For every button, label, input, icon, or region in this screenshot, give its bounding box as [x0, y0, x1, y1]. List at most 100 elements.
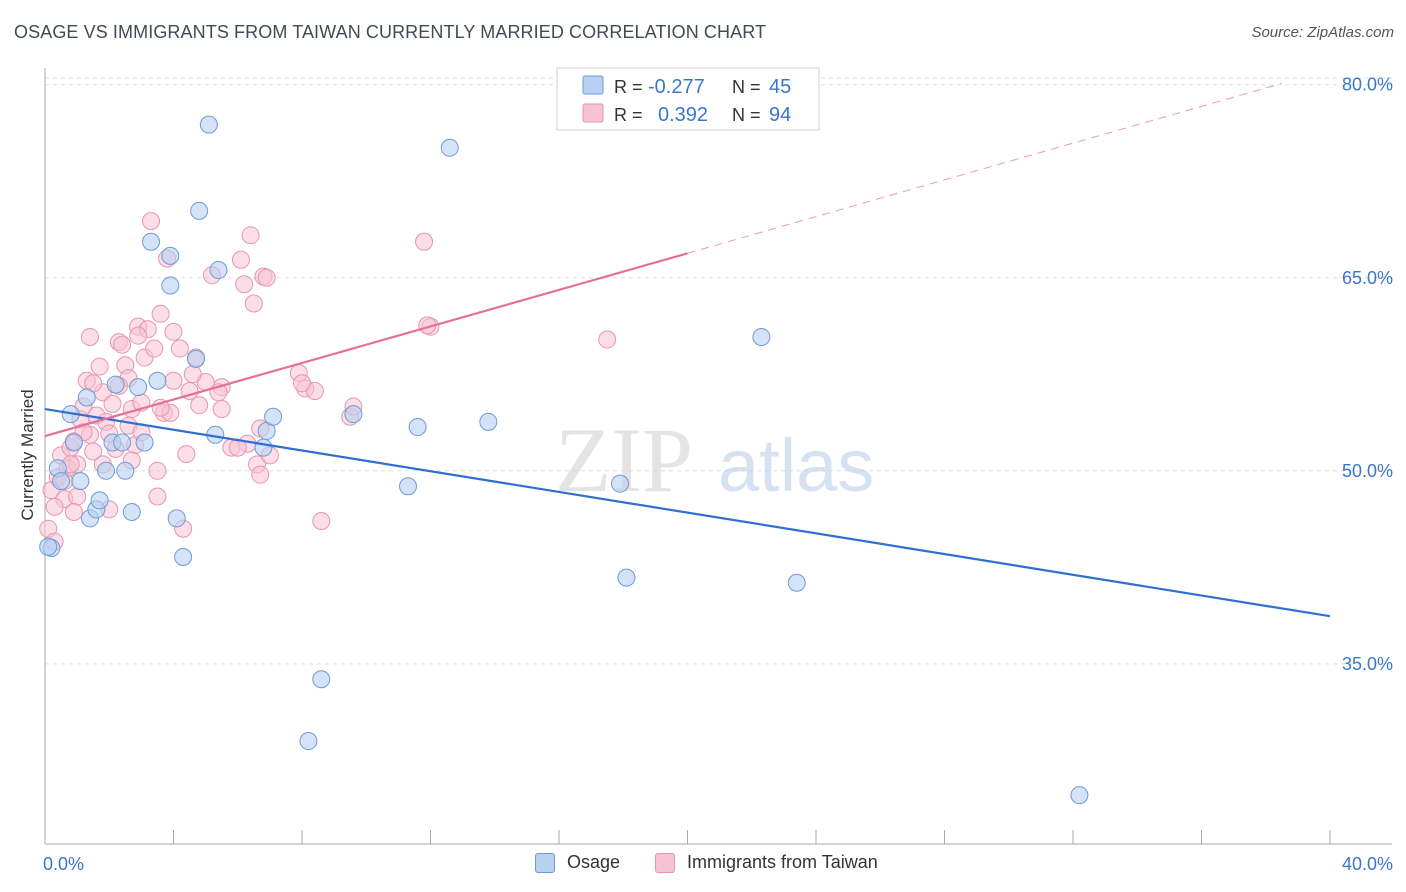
legend-box: R = -0.277 N = 45 R = 0.392 N = 94: [556, 67, 820, 131]
taiwan-point-83: [212, 400, 231, 419]
legend-r-value-2: 0.392: [658, 104, 708, 126]
taiwan-point-89: [183, 365, 202, 384]
legend-r-label-1: R =: [614, 77, 643, 97]
taiwan-point-81: [129, 326, 148, 345]
taiwan-point-79: [164, 322, 183, 341]
watermark-atlas: atlas: [718, 424, 874, 507]
legend-r-label-2: R =: [614, 105, 643, 125]
taiwan-point-62: [312, 511, 331, 530]
x-tick-labels: 0.0% 40.0%: [43, 854, 1393, 874]
taiwan-point-35: [151, 304, 170, 323]
osage-point-39: [611, 474, 630, 493]
taiwan-point-34: [148, 461, 167, 480]
trend-lines: [44, 82, 1331, 618]
osage-point-29: [254, 438, 273, 457]
taiwan-point-80: [80, 327, 99, 346]
osage-point-20: [161, 246, 180, 265]
taiwan-point-85: [64, 502, 83, 521]
osage-point-9: [90, 491, 109, 510]
taiwan-point-49: [231, 250, 250, 269]
taiwan-swatch: [655, 852, 675, 873]
taiwan-point-20: [103, 394, 122, 413]
taiwan-point-23: [113, 335, 132, 354]
taiwan-point-65: [415, 232, 434, 251]
bottom-legend-taiwan: Immigrants from Taiwan: [655, 852, 878, 873]
source-label: Source: ZipAtlas.com: [1251, 24, 1394, 41]
watermark: ZIP atlas: [555, 409, 874, 511]
osage-point-12: [106, 375, 125, 394]
osage-point-40: [617, 568, 636, 587]
osage-trend-line: [44, 407, 1331, 618]
osage-point-35: [399, 477, 418, 496]
y-tick-label-1: 50.0%: [1342, 461, 1393, 481]
y-tick-label-2: 65.0%: [1342, 268, 1393, 288]
taiwan-point-41: [177, 445, 196, 464]
osage-point-23: [174, 548, 193, 567]
y-axis-label: Currently Married: [18, 389, 37, 520]
taiwan-point-84: [45, 497, 64, 516]
taiwan-point-32: [142, 212, 161, 231]
osage-point-13: [113, 433, 132, 452]
osage-point-41: [752, 327, 771, 346]
osage-point-36: [408, 418, 427, 437]
taiwan-point-44: [190, 396, 209, 415]
osage-point-28: [209, 261, 228, 280]
osage-point-24: [186, 349, 205, 368]
legend-n-value-1: 45: [769, 76, 791, 98]
osage-swatch: [535, 852, 555, 873]
x-tick-label-0: 0.0%: [43, 854, 84, 874]
taiwan-point-33: [145, 339, 164, 358]
y-tick-label-3: 80.0%: [1342, 75, 1393, 95]
taiwan-point-52: [241, 226, 260, 245]
osage-point-16: [129, 378, 148, 397]
taiwan-point-53: [244, 294, 263, 313]
osage-point-6: [77, 388, 96, 407]
bottom-legend-osage-label: Osage: [567, 852, 621, 872]
osage-point-5: [71, 472, 90, 491]
osage-point-34: [344, 405, 363, 424]
series-osage-points: [39, 115, 1089, 805]
osage-point-19: [148, 371, 167, 390]
osage-point-15: [122, 502, 141, 521]
legend-n-label-2: N =: [732, 105, 761, 125]
taiwan-point-55: [251, 465, 270, 484]
osage-point-22: [167, 509, 186, 528]
taiwan-point-38: [164, 371, 183, 390]
y-tick-labels: 35.0% 50.0% 65.0% 80.0%: [1342, 75, 1393, 674]
legend-n-value-2: 94: [769, 104, 791, 126]
taiwan-point-14: [84, 442, 103, 461]
series-taiwan-points: [39, 212, 617, 551]
taiwan-point-67: [598, 330, 617, 349]
axes: [44, 68, 1392, 845]
taiwan-trend-line: [44, 252, 688, 438]
osage-point-17: [135, 433, 154, 452]
y-tick-label-0: 35.0%: [1342, 654, 1393, 674]
osage-point-10: [97, 461, 116, 480]
taiwan-point-68: [68, 487, 87, 506]
legend-swatch-osage: [582, 75, 604, 95]
osage-point-18: [142, 232, 161, 251]
taiwan-point-16: [90, 357, 109, 376]
taiwan-point-39: [170, 339, 189, 358]
taiwan-point-57: [257, 268, 276, 287]
osage-point-26: [199, 115, 218, 134]
taiwan-point-92: [293, 374, 311, 393]
osage-point-33: [312, 670, 331, 689]
osage-point-37: [440, 138, 459, 157]
osage-point-31: [264, 407, 283, 426]
taiwan-point-70: [148, 487, 167, 506]
bottom-legend-taiwan-label: Immigrants from Taiwan: [687, 852, 878, 872]
osage-point-25: [190, 201, 209, 220]
osage-point-32: [299, 732, 318, 751]
taiwan-point-50: [235, 275, 254, 294]
osage-point-2: [52, 472, 71, 491]
osage-point-42: [787, 573, 806, 592]
legend-swatch-taiwan: [582, 103, 604, 123]
osage-point-38: [479, 412, 498, 431]
osage-point-4: [64, 433, 83, 452]
bottom-legend-osage: Osage: [535, 852, 620, 873]
legend-n-label-1: N =: [732, 77, 761, 97]
gridlines: [45, 77, 1392, 665]
taiwan-trend-extension: [687, 82, 1282, 254]
